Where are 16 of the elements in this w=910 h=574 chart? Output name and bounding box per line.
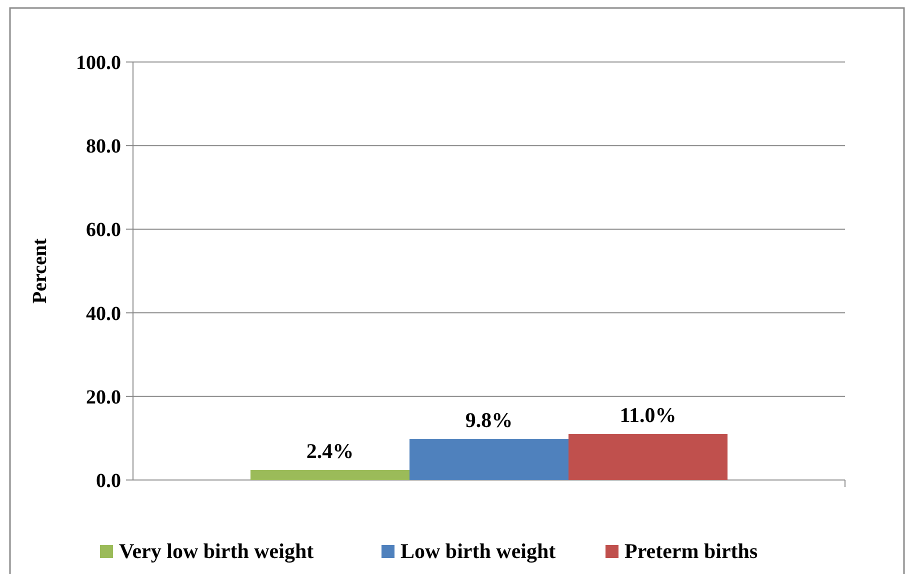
legend-label: Low birth weight bbox=[400, 539, 556, 563]
legend-label: Very low birth weight bbox=[119, 539, 314, 563]
y-tick-label: 60.0 bbox=[86, 219, 121, 242]
y-tick-label: 0.0 bbox=[96, 470, 121, 492]
y-tick-label: 100.0 bbox=[76, 52, 121, 74]
legend-label: Preterm births bbox=[624, 539, 758, 563]
y-tick-label: 40.0 bbox=[86, 302, 121, 325]
y-axis-title: Percent bbox=[29, 238, 51, 304]
bar bbox=[409, 439, 569, 480]
data-label: 2.4% bbox=[306, 438, 354, 463]
data-label: 9.8% bbox=[465, 408, 513, 432]
y-tick-label: 20.0 bbox=[86, 386, 121, 408]
bar bbox=[568, 434, 728, 480]
bar bbox=[250, 470, 410, 480]
data-label: 11.0% bbox=[620, 403, 676, 428]
y-tick-label: 80.0 bbox=[86, 136, 121, 158]
